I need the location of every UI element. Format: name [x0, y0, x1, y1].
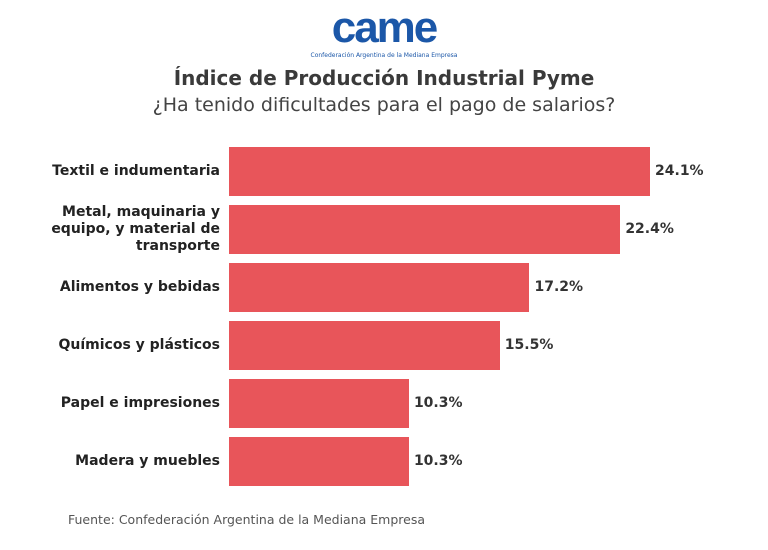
bar — [229, 379, 409, 428]
chart-title: Índice de Producción Industrial Pyme — [173, 66, 595, 90]
bar — [229, 205, 621, 254]
category-label: Textil e indumentaria — [52, 163, 220, 179]
logo-caption: Confederación Argentina de la Mediana Em… — [310, 52, 458, 59]
value-label: 15.5% — [504, 336, 554, 353]
category-label: Papel e impresiones — [60, 395, 220, 411]
bar — [229, 263, 530, 312]
source-note: Fuente: Confederación Argentina de la Me… — [68, 512, 426, 527]
category-label: Metal, maquinaria y equipo, y material d… — [51, 204, 220, 254]
bar — [229, 437, 409, 486]
bar — [229, 321, 500, 370]
category-label: Madera y muebles — [75, 453, 220, 469]
value-label: 17.2% — [534, 278, 584, 295]
category-label: Alimentos y bebidas — [59, 279, 220, 295]
value-label: 24.1% — [655, 162, 704, 179]
value-label: 22.4% — [625, 220, 674, 237]
logo: came Confederación Argentina de la Media… — [0, 3, 768, 60]
logo-text: came — [331, 3, 439, 52]
chart-subtitle: ¿Ha tenido dificultades para el pago de … — [152, 94, 616, 116]
bar — [229, 147, 651, 196]
category-label: Químicos y plásticos — [58, 337, 220, 353]
value-label: 10.3% — [413, 394, 463, 411]
value-label: 10.3% — [413, 452, 463, 469]
